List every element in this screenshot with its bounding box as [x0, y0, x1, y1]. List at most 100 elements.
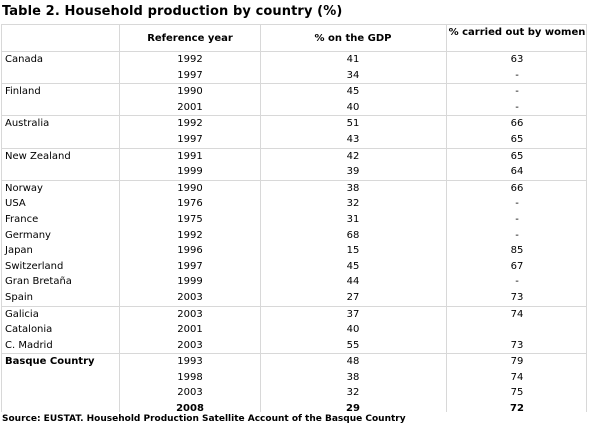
country-cell: New Zealand: [5, 150, 71, 162]
year-cell: 1997: [177, 260, 203, 272]
country-cell: Australia: [5, 118, 50, 130]
year-cell: 1992: [177, 229, 203, 241]
country-cell: Gran Bretaña: [5, 276, 72, 288]
table-row: Japan 1996 15 85: [2, 243, 586, 259]
table-row: Basque Country 1993 48 79: [2, 353, 586, 370]
women-cell: 65: [510, 133, 524, 145]
year-cell: 2003: [177, 308, 203, 320]
women-cell: -: [515, 101, 519, 113]
table-row: Finland 1990 45 -: [2, 83, 586, 100]
country-cell: USA: [5, 198, 26, 210]
gdp-cell: 38: [346, 371, 360, 383]
gdp-cell: 40: [346, 324, 360, 336]
gdp-cell: 27: [346, 291, 360, 303]
women-cell: 64: [510, 166, 524, 178]
table-row: 1997 43 65: [2, 132, 586, 148]
women-cell: -: [515, 86, 519, 98]
header-gdp: % on the GDP: [314, 33, 392, 44]
household-production-table: Reference year % on the GDP % carried ou…: [1, 24, 587, 414]
gdp-cell: 45: [346, 260, 360, 272]
country-cell: Japan: [5, 245, 33, 257]
table-header: Reference year % on the GDP % carried ou…: [2, 25, 586, 51]
table-title: Table 2. Household production by country…: [2, 4, 343, 19]
women-cell: -: [515, 276, 519, 288]
table-row: Catalonia 2001 40: [2, 322, 586, 338]
women-cell: -: [515, 213, 519, 225]
country-cell: Basque Country: [5, 356, 95, 368]
country-cell: Canada: [5, 54, 44, 65]
women-cell: 73: [510, 339, 524, 351]
column-divider: [260, 25, 261, 412]
year-cell: 2003: [177, 339, 203, 351]
header-reference-year: Reference year: [147, 33, 233, 44]
year-cell: 2003: [177, 291, 203, 303]
table-row: Canada 1992 41 63: [2, 51, 586, 68]
year-cell: 1975: [177, 213, 203, 225]
country-cell: Catalonia: [5, 324, 53, 336]
table-row: Norway 1990 38 66: [2, 179, 586, 197]
women-cell: 63: [510, 54, 524, 65]
column-divider: [446, 25, 447, 412]
table-row: Germany 1992 68 -: [2, 228, 586, 244]
year-cell: 2008: [176, 403, 204, 415]
women-cell: 66: [510, 118, 524, 130]
women-cell: 66: [510, 182, 524, 194]
gdp-cell: 44: [346, 276, 360, 288]
year-cell: 1996: [177, 245, 203, 257]
year-cell: 1999: [177, 276, 203, 288]
year-cell: 1997: [177, 133, 203, 145]
women-cell: 72: [510, 403, 524, 415]
gdp-cell: 51: [346, 118, 360, 130]
country-cell: C. Madrid: [5, 339, 53, 351]
table-row: 2001 40 -: [2, 100, 586, 116]
year-cell: 1990: [177, 182, 203, 194]
gdp-cell: 55: [346, 339, 360, 351]
table-row: 1998 38 74: [2, 370, 586, 386]
gdp-cell: 32: [346, 198, 360, 210]
year-cell: 1991: [177, 150, 203, 162]
gdp-cell: 15: [346, 245, 360, 257]
table-row: 2008 29 72: [2, 401, 586, 417]
table-row: Galicia 2003 37 74: [2, 305, 586, 323]
gdp-cell: 43: [346, 133, 360, 145]
gdp-cell: 29: [346, 403, 360, 415]
table-row: Switzerland 1997 45 67: [2, 259, 586, 275]
women-cell: -: [515, 198, 519, 210]
year-cell: 1976: [177, 198, 203, 210]
gdp-cell: 48: [346, 356, 360, 368]
year-cell: 1993: [177, 356, 203, 368]
year-cell: 2003: [177, 387, 203, 399]
gdp-cell: 40: [346, 101, 360, 113]
year-cell: 2001: [177, 324, 203, 336]
header-women: % carried out by women: [448, 27, 586, 38]
column-divider: [119, 25, 120, 412]
gdp-cell: 34: [346, 69, 360, 81]
table-row: 1999 39 64: [2, 164, 586, 180]
table-body: Canada 1992 41 63 1997 34 - Finland 1990 45 - 2001 4…: [2, 51, 586, 417]
gdp-cell: 32: [346, 387, 360, 399]
women-cell: 74: [510, 308, 524, 320]
year-cell: 1999: [177, 166, 203, 178]
gdp-cell: 45: [346, 86, 360, 98]
year-cell: 1992: [177, 54, 203, 65]
country-cell: Germany: [5, 229, 51, 241]
women-cell: -: [515, 69, 519, 81]
women-cell: 74: [510, 371, 524, 383]
country-cell: France: [5, 213, 39, 225]
women-cell: 73: [510, 291, 524, 303]
year-cell: 1990: [177, 86, 203, 98]
gdp-cell: 42: [346, 150, 360, 162]
table-row: USA 1976 32 -: [2, 196, 586, 212]
table-row: C. Madrid 2003 55 73: [2, 338, 586, 354]
country-cell: Finland: [5, 86, 41, 98]
table-row: 1997 34 -: [2, 68, 586, 84]
women-cell: -: [515, 229, 519, 241]
table-row: 2003 32 75: [2, 385, 586, 401]
gdp-cell: 39: [346, 166, 360, 178]
table-row: France 1975 31 -: [2, 212, 586, 228]
women-cell: 75: [510, 387, 524, 399]
gdp-cell: 68: [346, 229, 360, 241]
gdp-cell: 38: [346, 182, 360, 194]
women-cell: 65: [510, 150, 524, 162]
gdp-cell: 41: [346, 54, 360, 65]
